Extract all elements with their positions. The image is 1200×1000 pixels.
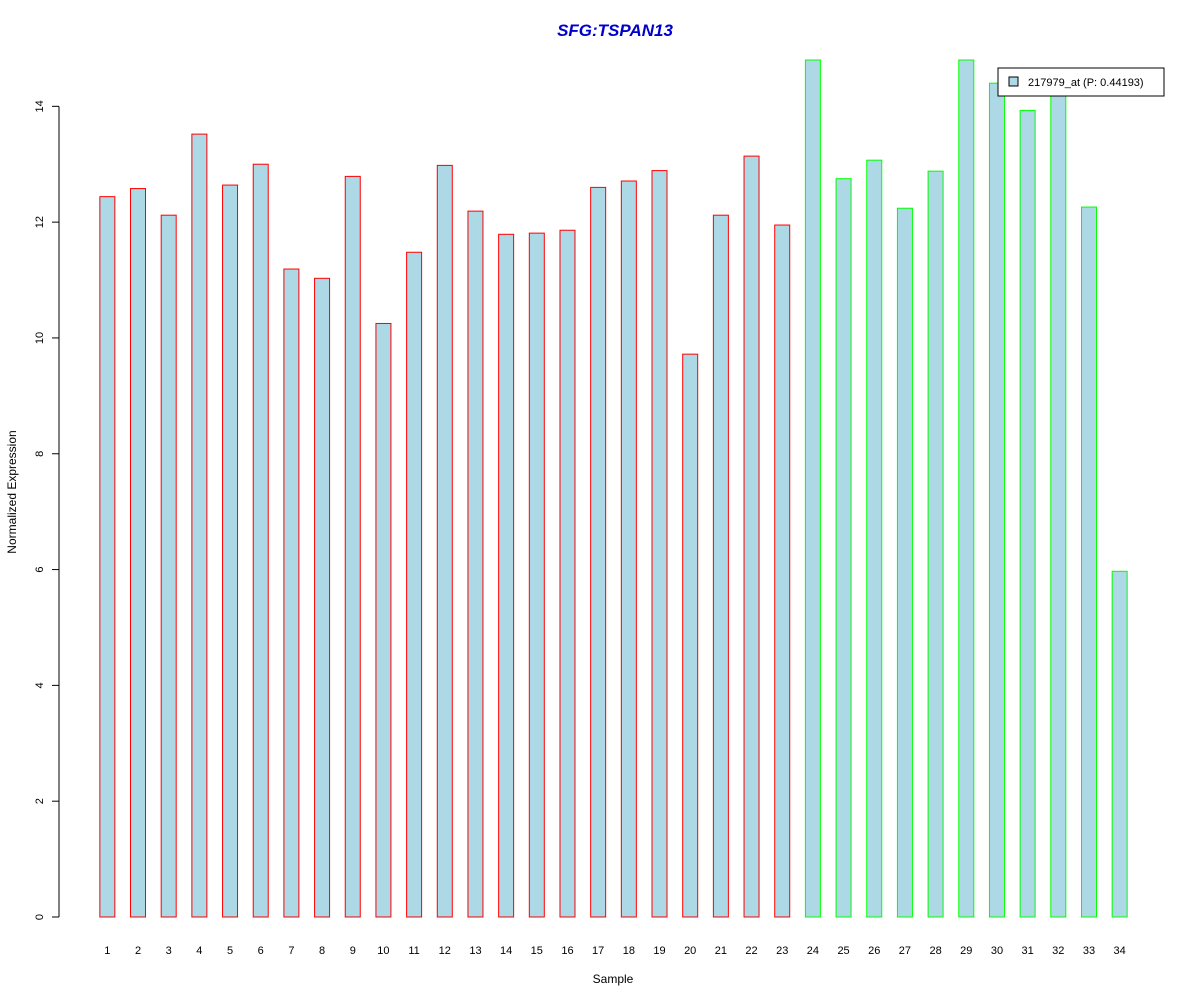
bar-sample-15 [528, 232, 545, 918]
x-tick-label: 4 [196, 945, 202, 957]
bar-sample-14 [498, 233, 515, 918]
x-tick-label: 7 [288, 945, 294, 957]
x-tick-label: 28 [929, 945, 941, 957]
bar-sample-6 [252, 163, 269, 918]
bar-sample-2 [130, 188, 147, 918]
bar-sample-21 [712, 214, 729, 918]
x-tick-label: 1 [104, 945, 110, 957]
bar-sample-27 [896, 207, 913, 918]
bar-sample-7 [283, 268, 300, 918]
bar-sample-33 [1080, 206, 1097, 918]
legend-swatch [1008, 76, 1019, 87]
x-tick-label: 9 [350, 945, 356, 957]
x-tick-label: 34 [1114, 945, 1126, 957]
x-tick-label: 21 [715, 945, 727, 957]
x-tick-label: 14 [500, 945, 512, 957]
bar-sample-5 [222, 184, 239, 918]
x-tick-label: 19 [653, 945, 665, 957]
chart-title: SFG:TSPAN13 [557, 21, 673, 40]
y-tick-label: 12 [34, 216, 46, 228]
x-tick-label: 30 [991, 945, 1003, 957]
bar-sample-29 [958, 59, 975, 918]
x-tick-label: 23 [776, 945, 788, 957]
bar-sample-32 [1050, 88, 1067, 918]
x-tick-label: 17 [592, 945, 604, 957]
x-tick-label: 27 [899, 945, 911, 957]
bar-sample-17 [590, 186, 607, 918]
x-tick-label: 12 [439, 945, 451, 957]
y-tick-label: 2 [34, 798, 46, 804]
x-tick-label: 2 [135, 945, 141, 957]
y-tick-label: 0 [34, 914, 46, 920]
legend-box [997, 67, 1165, 97]
y-tick-label: 6 [34, 567, 46, 573]
bar-sample-12 [436, 164, 453, 918]
bar-sample-19 [651, 170, 668, 918]
x-tick-label: 31 [1022, 945, 1034, 957]
x-tick-label: 20 [684, 945, 696, 957]
bar-sample-30 [988, 82, 1005, 918]
bar-sample-11 [406, 251, 423, 918]
bar-sample-23 [774, 224, 791, 918]
x-tick-label: 8 [319, 945, 325, 957]
bar-sample-22 [743, 155, 760, 918]
bar-sample-20 [682, 353, 699, 918]
y-tick-label: 8 [34, 451, 46, 457]
x-tick-label: 18 [623, 945, 635, 957]
x-tick-label: 10 [377, 945, 389, 957]
bar-sample-3 [160, 214, 177, 918]
x-tick-label: 26 [868, 945, 880, 957]
bar-sample-26 [866, 159, 883, 918]
y-tick-label: 14 [34, 100, 46, 112]
x-tick-label: 16 [561, 945, 573, 957]
x-axis-tick-labels: 1 2 3 4 5 6 7 8 9 10 11 12 13 14 15 16 17 18 19 20 21 22 23 24 2… [104, 945, 1126, 957]
bar-sample-18 [620, 180, 637, 918]
x-tick-label: 32 [1052, 945, 1064, 957]
x-tick-label: 3 [166, 945, 172, 957]
x-tick-label: 11 [408, 945, 419, 957]
y-tick-label: 10 [34, 332, 46, 344]
bar-sample-24 [804, 59, 821, 918]
bar-sample-34 [1111, 570, 1128, 918]
y-axis: 0 2 4 6 8 10 12 14 [34, 100, 60, 920]
bar-sample-10 [375, 322, 392, 918]
bar-sample-8 [314, 277, 331, 918]
bar-sample-13 [467, 210, 484, 918]
x-tick-label: 5 [227, 945, 233, 957]
bar-sample-9 [344, 175, 361, 918]
x-axis-label: Sample [593, 972, 634, 986]
bar-sample-31 [1019, 109, 1036, 918]
bar-sample-1 [99, 196, 116, 918]
x-tick-label: 29 [960, 945, 972, 957]
x-tick-label: 13 [469, 945, 481, 957]
bar-sample-28 [927, 170, 944, 918]
x-tick-label: 33 [1083, 945, 1095, 957]
y-axis-label: Normalized Expression [5, 430, 19, 553]
x-tick-label: 25 [837, 945, 849, 957]
bar-sample-25 [835, 178, 852, 918]
legend-label: 217979_at (P: 0.44193) [1028, 77, 1144, 89]
bar-sample-16 [559, 229, 576, 918]
bars [99, 59, 1128, 918]
bar-sample-4 [191, 133, 208, 918]
x-tick-label: 6 [258, 945, 264, 957]
x-tick-label: 24 [807, 945, 819, 957]
legend: 217979_at (P: 0.44193) [997, 67, 1165, 97]
x-tick-label: 22 [745, 945, 757, 957]
y-tick-label: 4 [34, 682, 46, 688]
x-tick-label: 15 [531, 945, 543, 957]
